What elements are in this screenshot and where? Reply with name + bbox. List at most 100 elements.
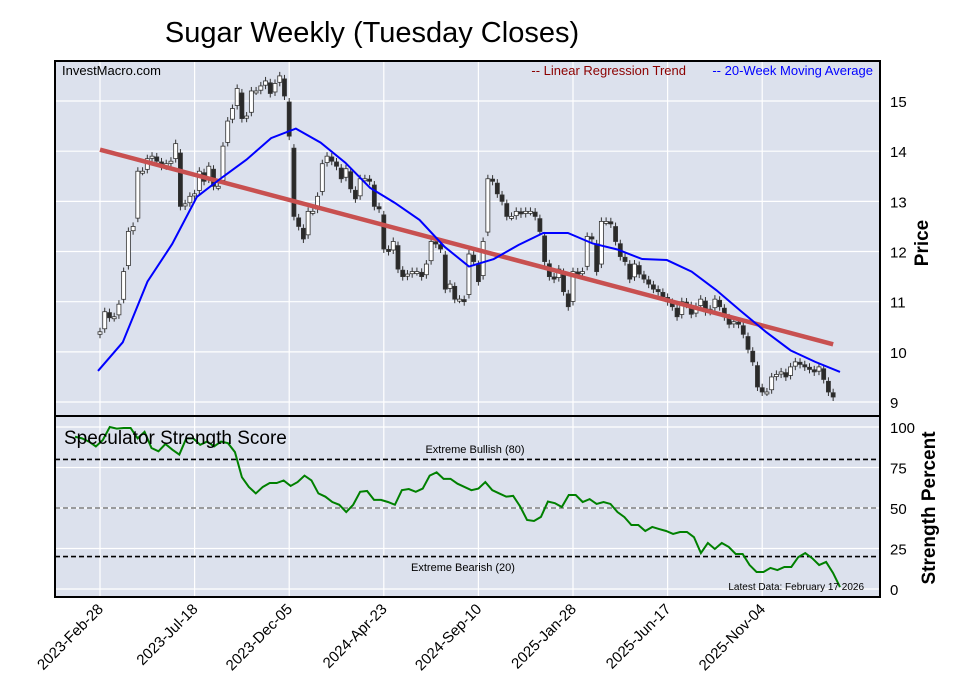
candle: [504, 199, 510, 221]
candle-body: [348, 171, 354, 190]
candle-body: [580, 271, 585, 275]
candle-body: [154, 156, 160, 162]
candle: [405, 270, 410, 281]
candle-body: [239, 92, 245, 119]
candle: [367, 175, 373, 186]
candle-body: [480, 241, 486, 276]
candle-body: [589, 236, 595, 240]
candle-body: [182, 203, 188, 207]
candle: [826, 377, 831, 396]
candle: [125, 227, 131, 270]
candle-body: [334, 161, 339, 167]
candle-body: [745, 336, 751, 350]
candle: [149, 152, 155, 163]
candle-body: [296, 217, 302, 227]
candle-body: [750, 350, 756, 363]
candle-body: [603, 221, 609, 224]
candle: [674, 304, 680, 321]
candle-body: [627, 263, 633, 280]
candle: [802, 360, 808, 371]
candle-body: [655, 289, 661, 293]
candle: [97, 327, 103, 339]
candle: [400, 266, 406, 281]
candle: [792, 357, 798, 371]
candle: [196, 167, 202, 195]
candle: [173, 139, 179, 163]
grid-lines: [55, 61, 880, 597]
x-tick-label: 2023-Dec-05: [223, 601, 296, 674]
candle-body: [471, 254, 477, 262]
candle: [300, 224, 306, 243]
candle-body: [731, 321, 737, 325]
candle-body: [272, 83, 278, 93]
candle: [811, 365, 817, 376]
candle-body: [248, 90, 254, 113]
candle-body: [698, 298, 704, 306]
candle: [215, 182, 221, 191]
candle-body: [523, 210, 529, 214]
candle: [613, 222, 618, 246]
candle-body: [263, 80, 268, 86]
candle-body: [277, 75, 283, 83]
candle: [225, 117, 231, 147]
candle-body: [636, 265, 642, 275]
candle: [395, 241, 401, 274]
candle-body: [414, 271, 420, 274]
candle-body: [390, 241, 396, 251]
candle-body: [230, 108, 235, 120]
candle-body: [584, 236, 590, 267]
candle-body: [783, 372, 789, 378]
candle: [466, 250, 472, 299]
candle-body: [149, 155, 155, 159]
candle-body: [310, 210, 316, 214]
candle-body: [125, 231, 131, 266]
legend-moving-average: -- 20-Week Moving Average: [712, 63, 873, 78]
candle: [239, 88, 245, 123]
candle-body: [518, 211, 524, 215]
candle-body: [821, 368, 827, 380]
candle: [608, 217, 614, 228]
candle: [286, 97, 292, 141]
candle-body: [632, 263, 637, 278]
candle: [452, 282, 458, 304]
candle: [310, 207, 316, 216]
x-tick-label: 2024-Sep-10: [412, 601, 485, 674]
candle: [353, 186, 358, 203]
x-tick-label: 2023-Feb-28: [34, 601, 107, 674]
candle-body: [802, 364, 808, 368]
candle: [457, 295, 462, 304]
candle: [409, 267, 415, 278]
candle-body: [565, 293, 571, 308]
ref-label-bearish: Extreme Bearish (20): [411, 562, 515, 574]
strength-tick-label: 0: [890, 582, 898, 599]
candle: [371, 181, 377, 211]
candle-body: [97, 331, 103, 335]
candle-body: [613, 226, 618, 242]
candle: [381, 210, 387, 254]
candle: [324, 152, 330, 167]
candle-body: [447, 283, 453, 289]
candle-body: [679, 301, 685, 315]
candle-body: [405, 273, 410, 277]
candle: [319, 159, 325, 196]
candle: [537, 214, 543, 236]
candle: [769, 372, 775, 394]
candle-body: [376, 206, 382, 210]
candle: [797, 358, 803, 369]
candle-body: [778, 371, 784, 375]
candle: [248, 86, 254, 117]
price-tick-label: 10: [890, 345, 907, 362]
candle: [386, 245, 391, 256]
candle: [523, 207, 529, 218]
candle: [282, 74, 287, 100]
price-axis-label: Price: [912, 220, 933, 266]
candle: [234, 84, 240, 110]
price-tick-label: 15: [890, 94, 907, 111]
x-tick-labels: 2023-Feb-28 2023-Jul-18 2023-Dec-05 2024-Ap…: [34, 601, 769, 674]
candle-body: [121, 271, 127, 300]
price-tick-label: 13: [890, 194, 907, 211]
candle: [116, 300, 122, 319]
price-tick-label: 14: [890, 144, 907, 161]
candle-body: [528, 210, 533, 214]
candle: [584, 232, 590, 271]
